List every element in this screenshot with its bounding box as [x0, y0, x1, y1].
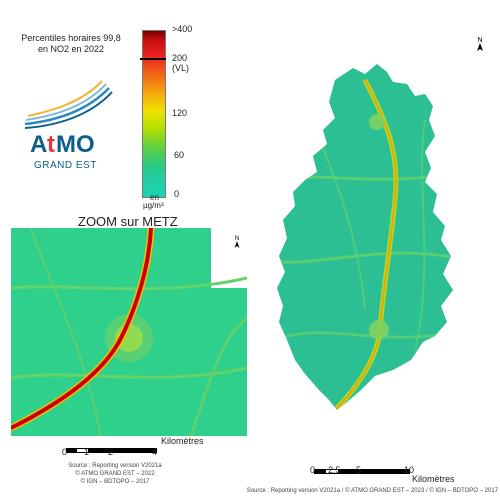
zoom-roads	[11, 228, 247, 436]
main-scale-unit: Kilomètres	[412, 474, 455, 484]
legend-label-vl-value: 200	[172, 53, 188, 63]
zoom-scale-graphic	[66, 448, 157, 453]
legend-unit-line1: en	[150, 193, 159, 202]
svg-text:A: A	[30, 131, 47, 158]
north-arrow-zoom: N	[232, 235, 242, 254]
zoom-scale-bar	[66, 440, 157, 458]
zoom-scale-tick-4: 4	[152, 447, 158, 457]
main-scale-bar	[314, 461, 410, 479]
logo-swoosh-icon: A t MO GRAND EST	[24, 80, 113, 171]
legend-limit-marker	[140, 58, 166, 60]
north-arrow-main: N	[474, 36, 486, 54]
zoom-map-metz[interactable]	[11, 228, 247, 436]
main-scale-tick-0: 0	[310, 465, 316, 475]
atmo-logo: A t MO GRAND EST	[20, 76, 130, 176]
legend-label-60: 60	[174, 150, 185, 160]
main-scale-tick-5: 5	[356, 465, 362, 475]
legend-unit-line2: µg/m³	[143, 201, 164, 210]
north-arrow-icon: N	[477, 37, 483, 51]
legend-label-120: 120	[172, 108, 188, 118]
map-title-line2: en NO2 en 2022	[37, 44, 105, 54]
main-source: Source : Reporting version V2021a / © AT…	[246, 488, 498, 494]
zoom-scale-tick-2: 2	[108, 447, 114, 457]
svg-text:GRAND EST: GRAND EST	[34, 160, 97, 171]
department-area	[277, 64, 453, 410]
legend-label-vl: (VL)	[172, 63, 190, 73]
svg-text:MO: MO	[56, 131, 95, 158]
zoom-scale-unit: Kilomètres	[161, 436, 204, 446]
main-map[interactable]	[265, 60, 475, 420]
zoom-scale-tick-1: 1	[84, 447, 90, 457]
zoom-title: ZOOM sur METZ	[78, 214, 178, 229]
north-arrow-letter: N	[477, 37, 482, 44]
zoom-source-line3: © IGN – BDTOPO – 2017	[80, 479, 150, 485]
legend-label-0: 0	[174, 189, 180, 199]
north-arrow-zoom-letter: N	[235, 236, 239, 242]
map-title: Percentiles horaires 99,8 en NO2 en 2022	[2, 33, 140, 55]
legend-color-bar	[142, 30, 166, 198]
zoom-source-line1: Source : Reporting version V2021a	[68, 463, 162, 469]
zoom-scale-tick-0: 0	[62, 447, 68, 457]
map-title-line1: Percentiles horaires 99,8	[21, 33, 121, 43]
svg-text:t: t	[47, 131, 55, 158]
legend-label-max: >400	[172, 24, 193, 34]
north-arrow-zoom-icon: N	[234, 236, 240, 248]
zoom-source: Source : Reporting version V2021a © ATMO…	[60, 462, 170, 486]
main-scale-graphic	[314, 469, 410, 474]
main-scale-tick-2-5: 2.5	[328, 465, 341, 475]
main-scale-tick-10: 10	[404, 465, 415, 475]
zoom-source-line2: © ATMO GRAND EST – 2022	[75, 471, 155, 477]
